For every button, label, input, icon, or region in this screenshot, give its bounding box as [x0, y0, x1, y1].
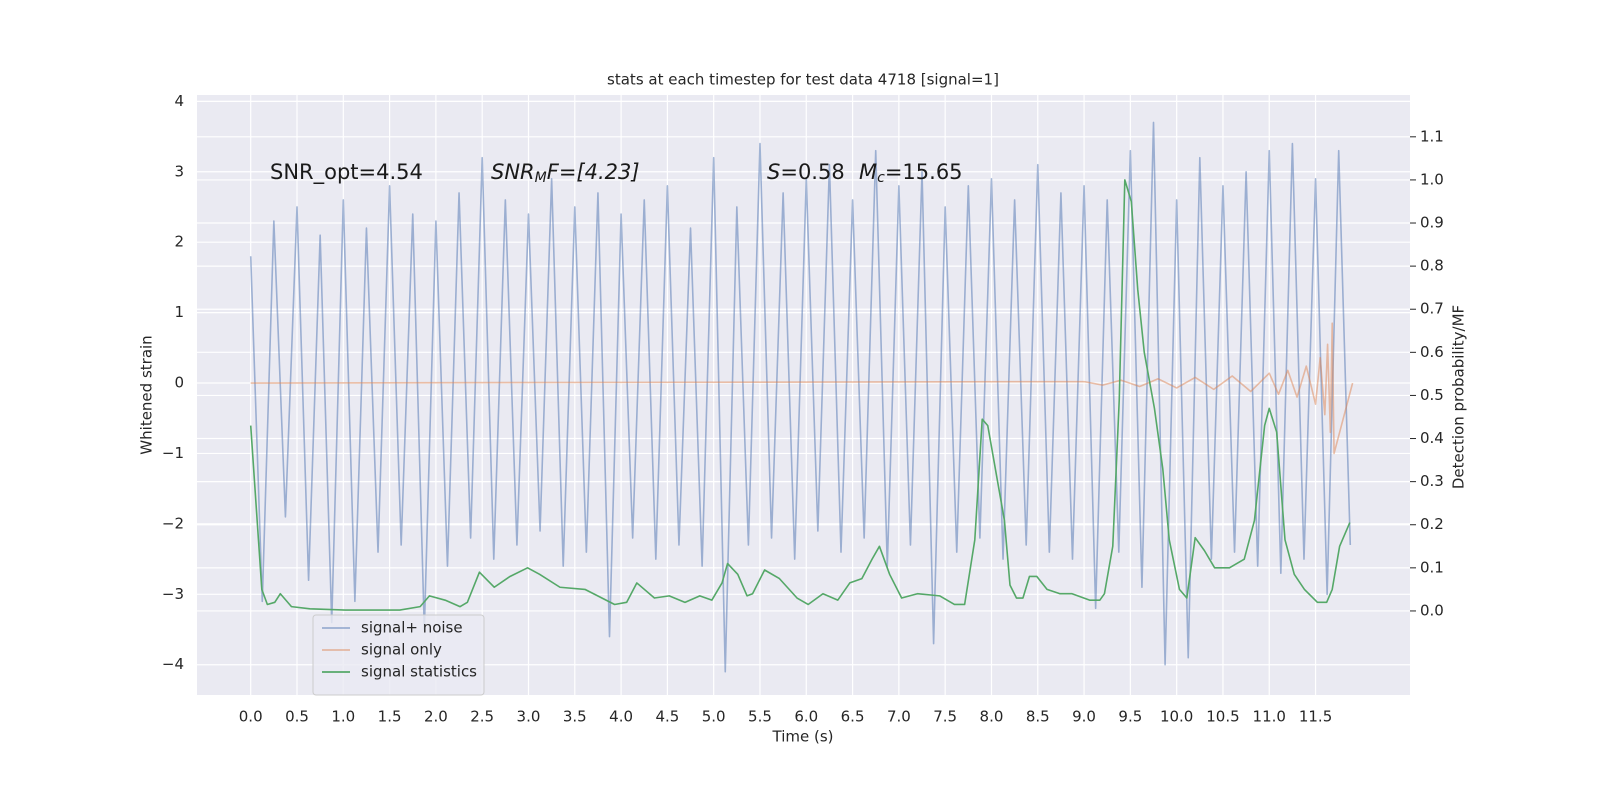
x-tick-label: 1.0 [331, 708, 355, 726]
annotation: S=0.58 [767, 160, 845, 184]
y2-tick-label: 1.0 [1420, 170, 1444, 188]
y2-tick-label: 0.5 [1420, 386, 1444, 404]
x-tick-label: 4.0 [609, 708, 633, 726]
x-tick-label: 6.0 [794, 708, 818, 726]
legend: signal+ noise signal only signal statistic… [312, 614, 485, 696]
annotation-part: =15.65 [885, 160, 963, 184]
y2-tick-label: 0.8 [1420, 257, 1444, 275]
annotation-part: M [859, 160, 877, 184]
y-tick-label: 4 [174, 92, 184, 110]
y2-tick-label: 0.3 [1420, 472, 1444, 490]
series-line [249, 179, 1351, 611]
y-axis-label: Whitened strain [138, 335, 156, 454]
y-tick-label: −1 [162, 444, 184, 462]
lines [249, 121, 1354, 673]
annotation: SNR_opt=4.54 [270, 160, 423, 185]
x-tick-label: 11.5 [1299, 708, 1332, 726]
x-tick-label: 8.0 [980, 708, 1004, 726]
y-tick-label: 1 [174, 303, 184, 321]
y2-tick-label: 0.9 [1420, 214, 1444, 232]
series-line [250, 322, 1354, 455]
legend-box [312, 614, 485, 696]
legend-label: signal only [361, 641, 442, 659]
annotation: SNRMF=[4.23] [491, 160, 640, 186]
y2-axis-label: Detection probability/MF [1450, 305, 1468, 489]
y-tick-label: 3 [174, 162, 184, 180]
annotation-part: =0.58 [780, 160, 844, 184]
x-tick-label: 3.5 [563, 708, 587, 726]
x-tick-label: 5.0 [702, 708, 726, 726]
x-tick-label: 9.0 [1072, 708, 1096, 726]
y2-tick-label: 0.6 [1420, 343, 1444, 361]
x-tick-label: 10.0 [1160, 708, 1193, 726]
y-tick-label: −3 [162, 585, 184, 603]
x-tick-label: 6.5 [841, 708, 865, 726]
x-tick-label: 5.5 [748, 708, 772, 726]
y2-tick-label: 0.1 [1420, 558, 1444, 576]
x-tick-label: 7.5 [933, 708, 957, 726]
annotation-part: SNR [491, 160, 535, 184]
x-axis-label: Time (s) [772, 728, 834, 746]
y-tick-label: 0 [174, 374, 184, 392]
x-tick-label: 10.5 [1206, 708, 1239, 726]
y2-tick-label: 0.2 [1420, 515, 1444, 533]
y-tick-label: −2 [162, 514, 184, 532]
x-tick-label: 11.0 [1253, 708, 1286, 726]
x-tick-label: 0.0 [239, 708, 263, 726]
y2-tick-label: 0.4 [1420, 429, 1444, 447]
series-line [249, 121, 1352, 673]
legend-label: signal statistics [361, 663, 477, 681]
annotation: Mc=15.65 [859, 160, 963, 186]
annotation-part: F=[4.23] [547, 160, 640, 184]
x-tick-label: 3.0 [517, 708, 541, 726]
x-tick-label: 8.5 [1026, 708, 1050, 726]
chart-title: stats at each timestep for test data 471… [607, 71, 999, 89]
annotation-part: M [535, 170, 547, 186]
x-tick-label: 2.5 [470, 708, 494, 726]
y2-tick-label: 0.7 [1420, 300, 1444, 318]
x-tick-label: 9.5 [1118, 708, 1142, 726]
y2-tick-label: 0.0 [1420, 601, 1444, 619]
x-tick-label: 4.5 [655, 708, 679, 726]
x-tick-label: 0.5 [285, 708, 309, 726]
x-tick-label: 7.0 [887, 708, 911, 726]
y2-tick-label: 1.1 [1420, 127, 1444, 145]
x-tick-label: 2.0 [424, 708, 448, 726]
y-tick-label: −4 [162, 655, 184, 673]
x-tick-label: 1.5 [378, 708, 402, 726]
legend-label: signal+ noise [361, 619, 463, 637]
annotation-part: c [877, 170, 885, 186]
y-tick-label: 2 [174, 233, 184, 251]
grid [197, 95, 1410, 695]
annotation-part: S [767, 160, 780, 184]
